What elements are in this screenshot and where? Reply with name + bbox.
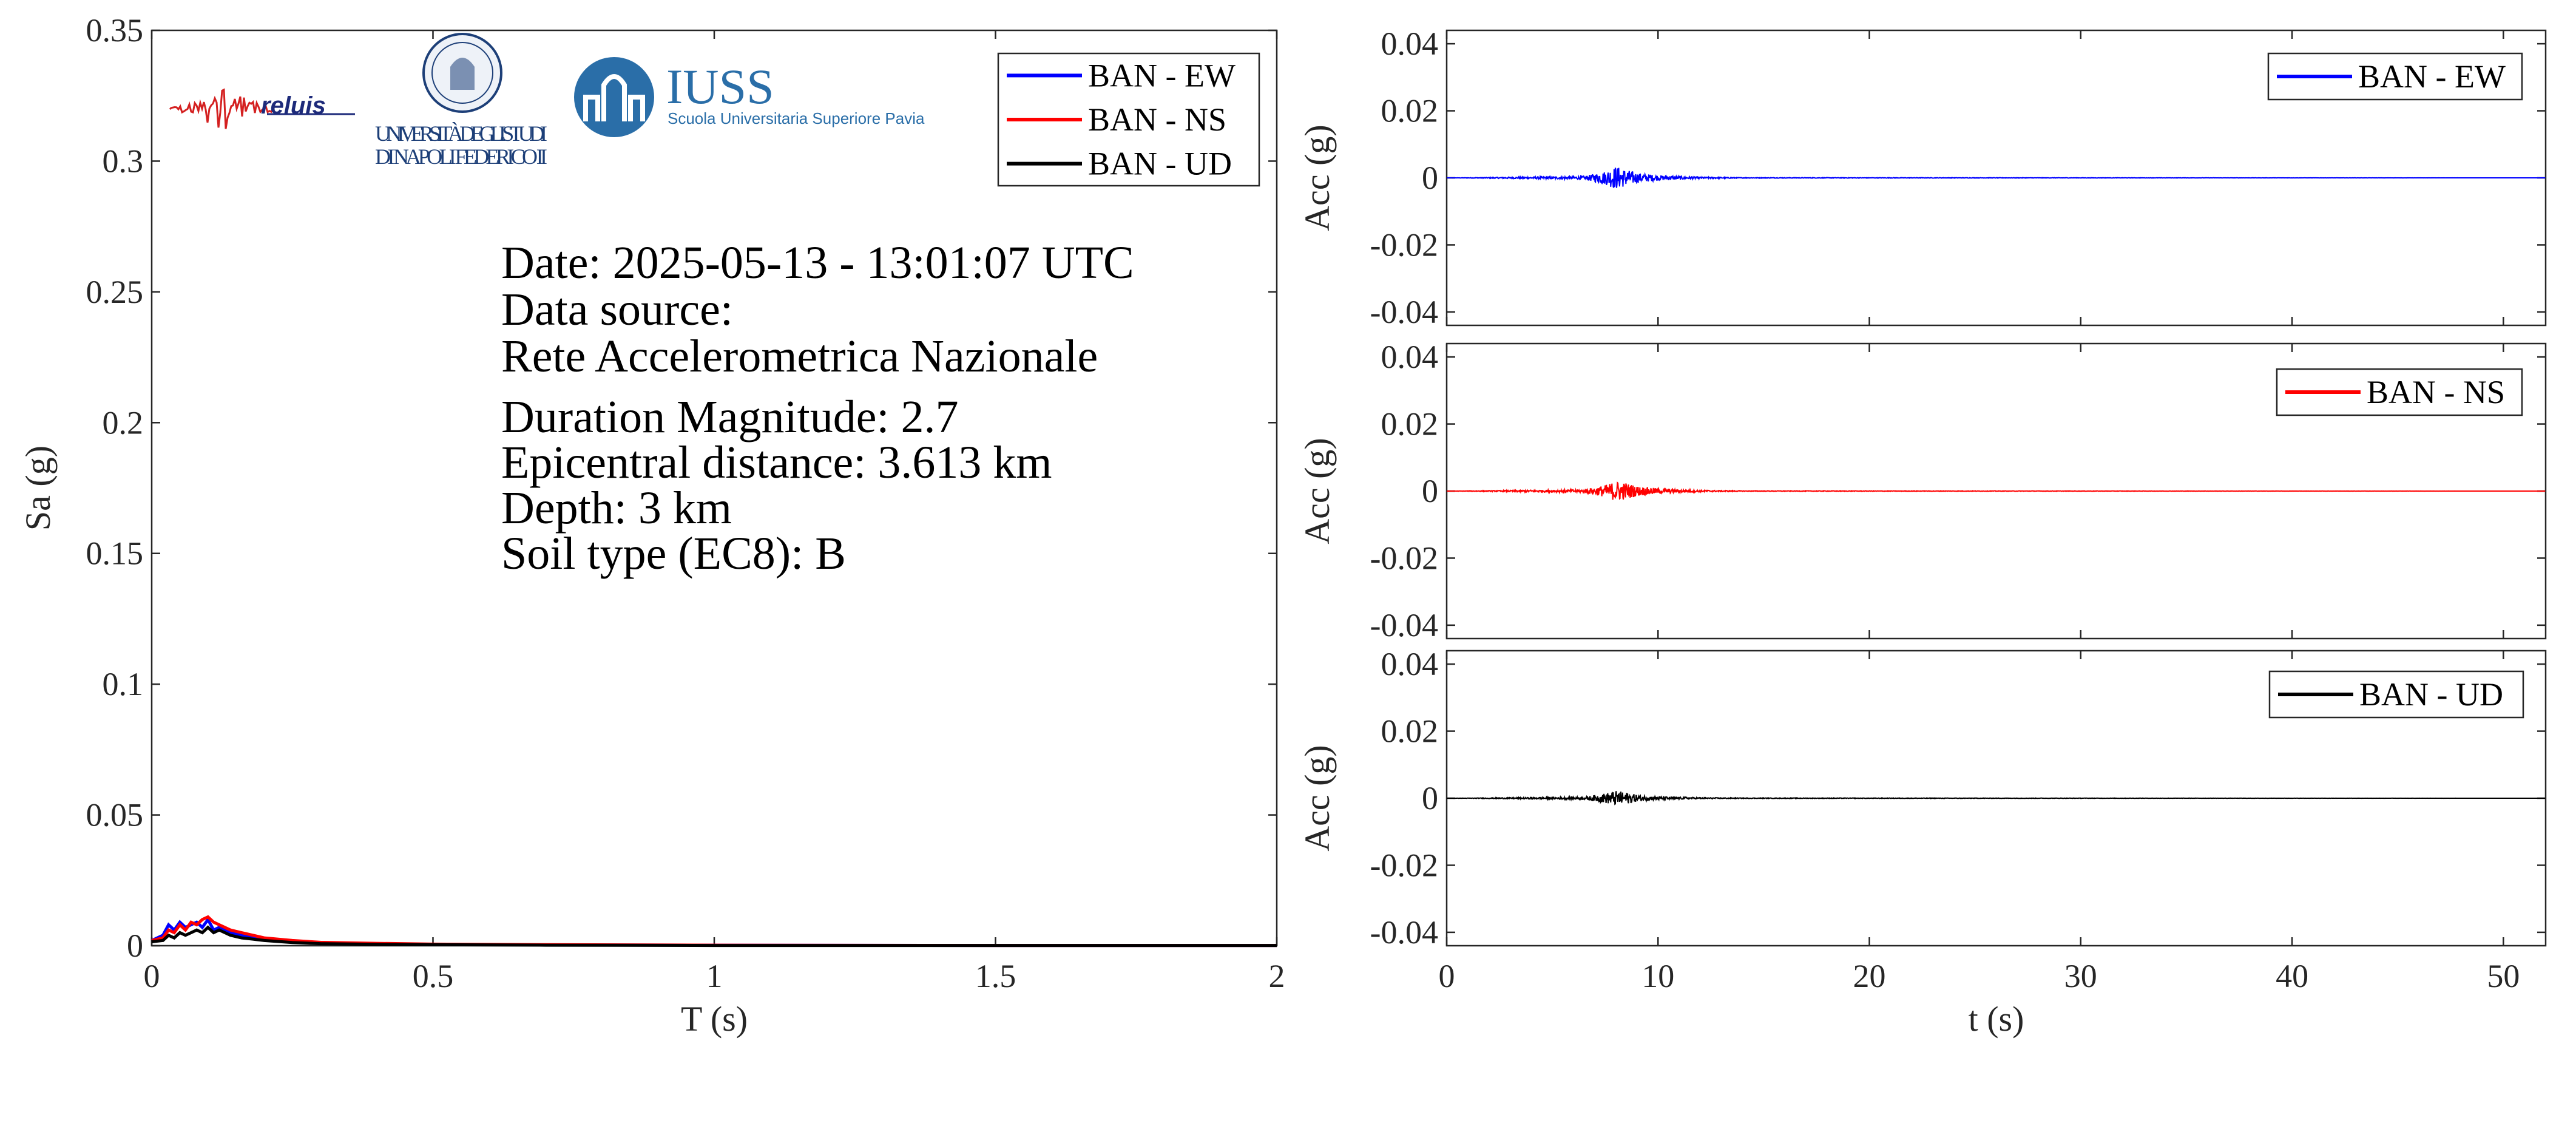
x-tick-label: 1.5 <box>975 958 1016 994</box>
y-tick-label: 0.25 <box>86 274 144 310</box>
x-tick-label: 40 <box>2276 958 2308 994</box>
info-source-label: Data source: <box>501 284 733 335</box>
y-axis-label: Acc (g) <box>1297 438 1337 544</box>
y-tick-label: -0.04 <box>1370 294 1438 330</box>
y-tick-label: -0.02 <box>1370 847 1438 883</box>
x-tick-label: 20 <box>1853 958 1886 994</box>
unina-logo: UNIVERSITÀ DEGLI STUDI DI NAPOLI FEDERIC… <box>375 33 547 169</box>
x-tick-label: 0 <box>144 958 160 994</box>
iuss-logo: IUSS Scuola Universitaria Superiore Pavi… <box>574 57 925 137</box>
legend-label: BAN - UD <box>1088 146 1232 182</box>
legend-label: BAN - EW <box>2358 58 2506 95</box>
x-tick-label: 2 <box>1269 958 1285 994</box>
legend-label: BAN - NS <box>2367 374 2505 410</box>
y-tick-label: 0.2 <box>103 404 144 441</box>
y-tick-label: 0 <box>1422 473 1438 509</box>
x-tick-label: 0 <box>1439 958 1455 994</box>
x-tick-label: 0.5 <box>413 958 454 994</box>
y-tick-label: 0.02 <box>1381 406 1439 443</box>
acc-trace <box>1447 481 2546 500</box>
y-tick-label: 0.04 <box>1381 339 1439 375</box>
unina-seal-figure <box>450 58 475 90</box>
unina-seal-inner <box>431 42 493 104</box>
event-info: Date: 2025-05-13 - 13:01:07 UTC Data sou… <box>501 237 1134 579</box>
y-tick-label: 0.04 <box>1381 646 1439 682</box>
y-tick-label: -0.04 <box>1370 607 1438 643</box>
unina-logo-line1: UNIVERSITÀ DEGLI STUDI <box>375 121 547 146</box>
info-depth: Depth: 3 km <box>501 483 732 534</box>
y-tick-label: 0.15 <box>86 535 144 572</box>
y-tick-label: 0.35 <box>86 12 144 49</box>
legend-label: BAN - UD <box>2359 676 2503 713</box>
acc-chart-ud: 0 10 20 30 40 50 -0.04 -0.02 0 0.02 0.04 t (s) Acc (… <box>1297 646 2547 1039</box>
x-axis-label: t (s) <box>1969 999 2024 1039</box>
acc-chart-ns: -0.04 -0.02 0 0.02 0.04 Acc (g) BAN - NS <box>1297 339 2547 643</box>
y-tick-label: -0.04 <box>1370 914 1438 951</box>
y-axis-label: Acc (g) <box>1297 745 1337 852</box>
iuss-logo-name: IUSS <box>666 59 774 114</box>
reluis-logo: reluis <box>169 88 355 129</box>
x-tick-label: 1 <box>706 958 723 994</box>
info-distance: Epicentral distance: 3.613 km <box>501 437 1052 488</box>
y-tick-label: 0.05 <box>86 797 144 833</box>
legend-label: BAN - EW <box>1088 57 1236 93</box>
unina-logo-line2: DI NAPOLI FEDERICO II <box>375 144 547 169</box>
spectrum-chart: 0 0.5 1 1.5 2 0 0.05 0.1 0.15 0.2 0.25 0.3 0.35 T (s)… <box>18 12 1285 1039</box>
reluis-waveform <box>169 88 274 129</box>
info-source-value: Rete Accelerometrica Nazionale <box>501 331 1098 382</box>
legend-label: BAN - NS <box>1088 101 1226 138</box>
y-tick-label: 0.3 <box>103 143 144 179</box>
x-tick-label: 50 <box>2487 958 2520 994</box>
y-axis-label: Sa (g) <box>18 446 58 531</box>
acc-trace <box>1447 791 2546 805</box>
info-magnitude: Duration Magnitude: 2.7 <box>501 392 959 443</box>
y-tick-label: -0.02 <box>1370 540 1438 576</box>
x-tick-label: 30 <box>2064 958 2097 994</box>
y-tick-label: 0.1 <box>103 666 144 702</box>
info-date: Date: 2025-05-13 - 13:01:07 UTC <box>501 237 1134 288</box>
info-soil-type: Soil type (EC8): B <box>501 528 846 579</box>
x-tick-label: 10 <box>1641 958 1674 994</box>
y-tick-label: 0.02 <box>1381 93 1439 129</box>
y-tick-label: -0.02 <box>1370 226 1438 263</box>
y-tick-label: 0 <box>127 928 143 964</box>
reluis-logo-text: reluis <box>261 92 326 119</box>
iuss-emblem-building <box>583 74 645 121</box>
x-axis-label: T (s) <box>681 999 748 1039</box>
acc-trace <box>1447 168 2546 188</box>
y-axis-label: Acc (g) <box>1297 124 1337 231</box>
y-tick-label: 0 <box>1422 160 1438 196</box>
y-tick-label: 0.02 <box>1381 713 1439 750</box>
spectrum-line-ban-ud <box>151 925 1277 948</box>
y-tick-label: 0 <box>1422 780 1438 816</box>
acc-chart-ew: -0.04 -0.02 0 0.02 0.04 Acc (g) BAN - EW <box>1297 25 2547 330</box>
iuss-emblem <box>574 57 654 137</box>
iuss-logo-subtitle: Scuola Universitaria Superiore Pavia <box>668 109 925 127</box>
y-tick-label: 0.04 <box>1381 25 1439 62</box>
